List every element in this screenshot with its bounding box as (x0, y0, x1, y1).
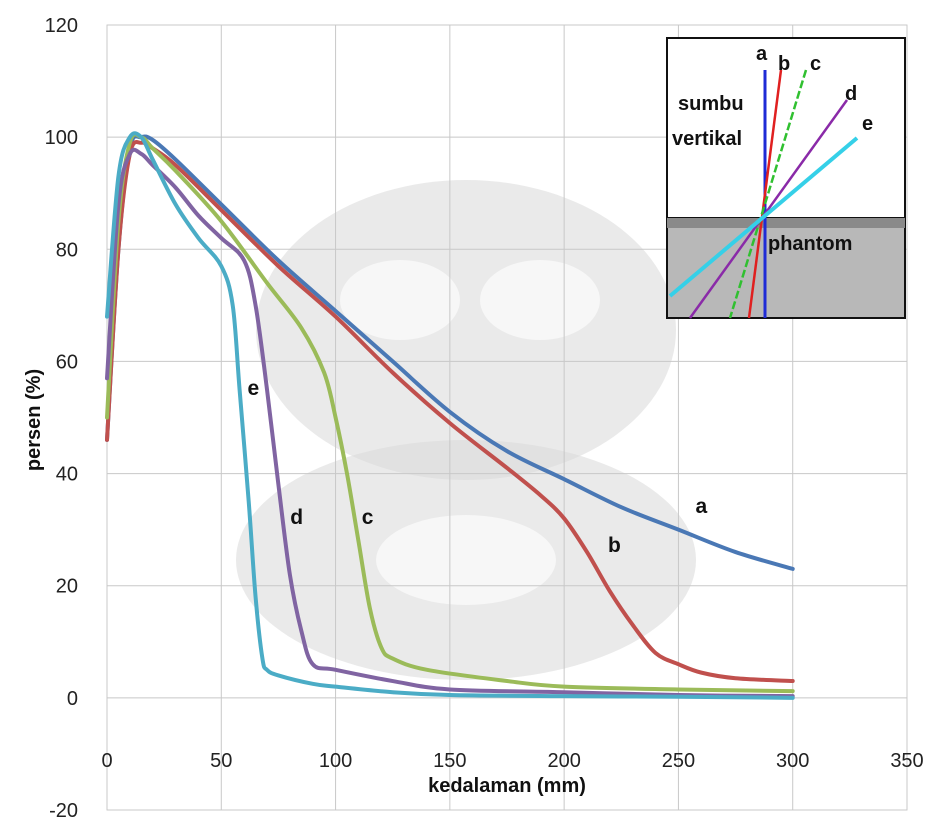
inset-text-vertikal: vertikal (672, 128, 742, 150)
y-tick-label: 20 (56, 576, 78, 598)
curve-label-e: e (247, 377, 259, 400)
series-line-b (105, 140, 795, 684)
watermark-cutout (340, 260, 600, 605)
inset-ray-b (747, 69, 783, 319)
x-tick-label: 100 (319, 750, 352, 772)
inset-phantom-surface (667, 218, 905, 228)
curve-label-c: c (362, 506, 374, 529)
inset-ray-e (668, 136, 859, 298)
y-tick-label: 120 (45, 15, 78, 37)
inset-sky (666, 37, 906, 219)
x-tick-label: 350 (890, 750, 923, 772)
y-tick-label: 80 (56, 239, 78, 261)
inset-ray-c (728, 69, 808, 319)
inset-text-sumbu: sumbu (678, 93, 744, 115)
y-tick-label: -20 (49, 800, 78, 822)
series-line-e (105, 131, 795, 700)
series-line-d (105, 147, 795, 699)
x-tick-label: 300 (776, 750, 809, 772)
curve-label-d: d (290, 506, 303, 529)
y-tick-label: 100 (45, 127, 78, 149)
inset-ray-label-e: e (862, 113, 873, 135)
inset-ray-label-c: c (810, 53, 821, 75)
curve-labels: a b c d e (247, 377, 707, 557)
y-tick-label: 40 (56, 464, 78, 486)
curve-label-a: a (695, 495, 707, 518)
x-tick-label: 50 (210, 750, 232, 772)
inset-text-phantom: phantom (768, 233, 852, 255)
inset-ray-label-d: d (845, 83, 857, 105)
y-tick-label: 0 (67, 688, 78, 710)
x-axis-title: kedalaman (mm) (428, 775, 586, 797)
y-axis-title: persen (%) (23, 369, 45, 471)
x-tick-label: 200 (547, 750, 580, 772)
inset-ray-label-a: a (756, 43, 768, 65)
tick-labels: 0 50 100 150 200 250 300 350 -20 0 20 40 60 80 100 120 (45, 15, 924, 822)
x-tick-label: 150 (433, 750, 466, 772)
inset-ray-d (688, 99, 849, 319)
inset-diagram: a b c d e sumbu vertikal phantom (666, 37, 906, 319)
inset-phantom (666, 217, 906, 319)
x-tick-label: 250 (662, 750, 695, 772)
series-lines (105, 131, 795, 700)
inset-ray-label-b: b (778, 53, 790, 75)
y-tick-label: 60 (56, 351, 78, 373)
curve-label-b: b (608, 534, 621, 557)
x-tick-label: 0 (101, 750, 112, 772)
